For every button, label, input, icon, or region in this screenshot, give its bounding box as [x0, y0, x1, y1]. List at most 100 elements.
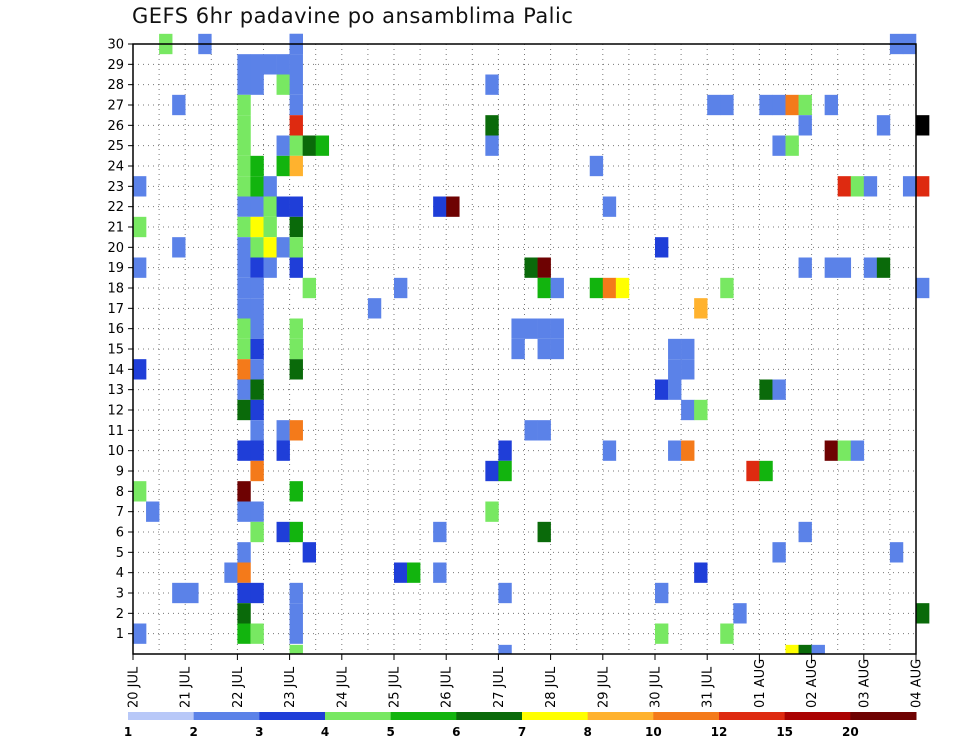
precip-cell	[537, 338, 551, 360]
legend-swatch	[456, 712, 523, 720]
legend-label: 8	[583, 725, 591, 739]
precip-cell	[367, 298, 382, 319]
precip-cell	[668, 338, 682, 360]
y-tick-label: 19	[107, 261, 124, 276]
precip-cell	[172, 94, 186, 116]
precip-cell	[250, 521, 264, 543]
precip-cell	[668, 440, 682, 461]
precip-cell	[237, 542, 251, 563]
y-tick-label: 2	[116, 607, 124, 622]
precip-cell	[798, 115, 812, 136]
precip-cell	[720, 94, 734, 116]
y-tick-label: 4	[116, 566, 124, 581]
precip-cell	[315, 135, 330, 156]
precip-cell	[133, 359, 147, 380]
precip-cell	[289, 359, 303, 380]
precip-cell	[237, 359, 251, 380]
precip-cell	[289, 420, 303, 441]
precip-cell	[785, 644, 799, 654]
precip-cell	[276, 440, 290, 461]
y-tick-label: 8	[116, 485, 124, 500]
precip-cell	[263, 196, 277, 217]
legend-label: 15	[776, 725, 793, 739]
legend-label: 6	[452, 725, 460, 739]
y-tick-label: 6	[116, 526, 124, 541]
precip-cell	[237, 338, 251, 360]
precip-cell	[276, 74, 290, 95]
precip-cell	[485, 74, 499, 95]
y-tick-label: 10	[107, 444, 124, 459]
y-tick-label: 27	[107, 99, 124, 114]
precip-cell	[694, 562, 708, 583]
precip-cell	[759, 379, 773, 400]
precip-cell	[250, 338, 264, 360]
precip-cell	[537, 318, 551, 339]
precip-cell	[250, 54, 264, 75]
precip-cell	[433, 521, 447, 543]
precip-cell	[485, 115, 499, 136]
precip-cell	[289, 521, 303, 543]
precip-cell	[759, 460, 773, 482]
precip-cell	[237, 176, 251, 197]
precip-cell	[289, 94, 303, 116]
precip-cell	[837, 257, 852, 278]
precip-cell	[537, 257, 551, 278]
precip-cell	[655, 379, 669, 400]
precip-cell	[798, 644, 812, 654]
precip-cell	[655, 582, 669, 604]
precip-cell	[146, 501, 160, 522]
precip-cell	[237, 582, 251, 604]
precip-cell	[276, 237, 290, 258]
precip-cell	[250, 318, 264, 339]
precip-cell	[133, 216, 147, 238]
y-tick-label: 17	[107, 302, 124, 317]
legend-label: 20	[842, 725, 859, 739]
precip-cell	[133, 481, 147, 502]
precip-cell	[550, 338, 564, 360]
precip-cell	[250, 501, 264, 522]
precip-cell	[707, 94, 721, 116]
precip-cell	[237, 257, 251, 278]
x-tick-label: 20 JUL	[127, 666, 142, 708]
precip-cell	[916, 603, 930, 624]
precip-cell	[394, 562, 408, 583]
precip-cell	[289, 74, 303, 95]
x-tick-label: 22 JUL	[231, 666, 246, 708]
precip-cell	[785, 135, 799, 156]
precip-cell	[237, 277, 251, 299]
precip-cell	[537, 521, 551, 543]
precip-cell	[250, 176, 264, 197]
precip-cell	[485, 460, 499, 482]
precip-cell	[837, 176, 852, 197]
y-tick-label: 3	[116, 587, 124, 602]
precip-cell	[407, 562, 421, 583]
precip-cell	[602, 277, 617, 299]
precip-cell	[172, 237, 186, 258]
precip-cell	[237, 481, 251, 502]
y-tick-label: 13	[107, 383, 124, 398]
precip-cell	[263, 237, 277, 258]
precip-cell	[289, 115, 303, 136]
precip-cell	[602, 196, 617, 217]
precip-cell	[237, 196, 251, 217]
y-tick-label: 5	[116, 546, 124, 561]
precip-cell	[681, 359, 695, 380]
precip-cell	[276, 521, 290, 543]
precip-cell	[537, 277, 551, 299]
precip-cell	[850, 440, 865, 461]
precip-cell	[772, 379, 786, 400]
y-tick-label: 23	[107, 180, 124, 195]
precip-cell	[681, 440, 695, 461]
x-tick-label: 23 JUL	[283, 666, 298, 708]
x-tick-label: 31 JUL	[701, 666, 716, 708]
precip-cell	[824, 257, 838, 278]
y-tick-label: 9	[116, 465, 124, 480]
precip-cell	[250, 420, 264, 441]
precip-cell	[916, 115, 930, 136]
precip-cell	[237, 54, 251, 75]
precip-cell	[550, 318, 564, 339]
x-tick-label: 28 JUL	[544, 666, 559, 708]
y-tick-label: 26	[107, 119, 124, 134]
legend-swatch	[390, 712, 457, 720]
precip-cell	[863, 257, 878, 278]
